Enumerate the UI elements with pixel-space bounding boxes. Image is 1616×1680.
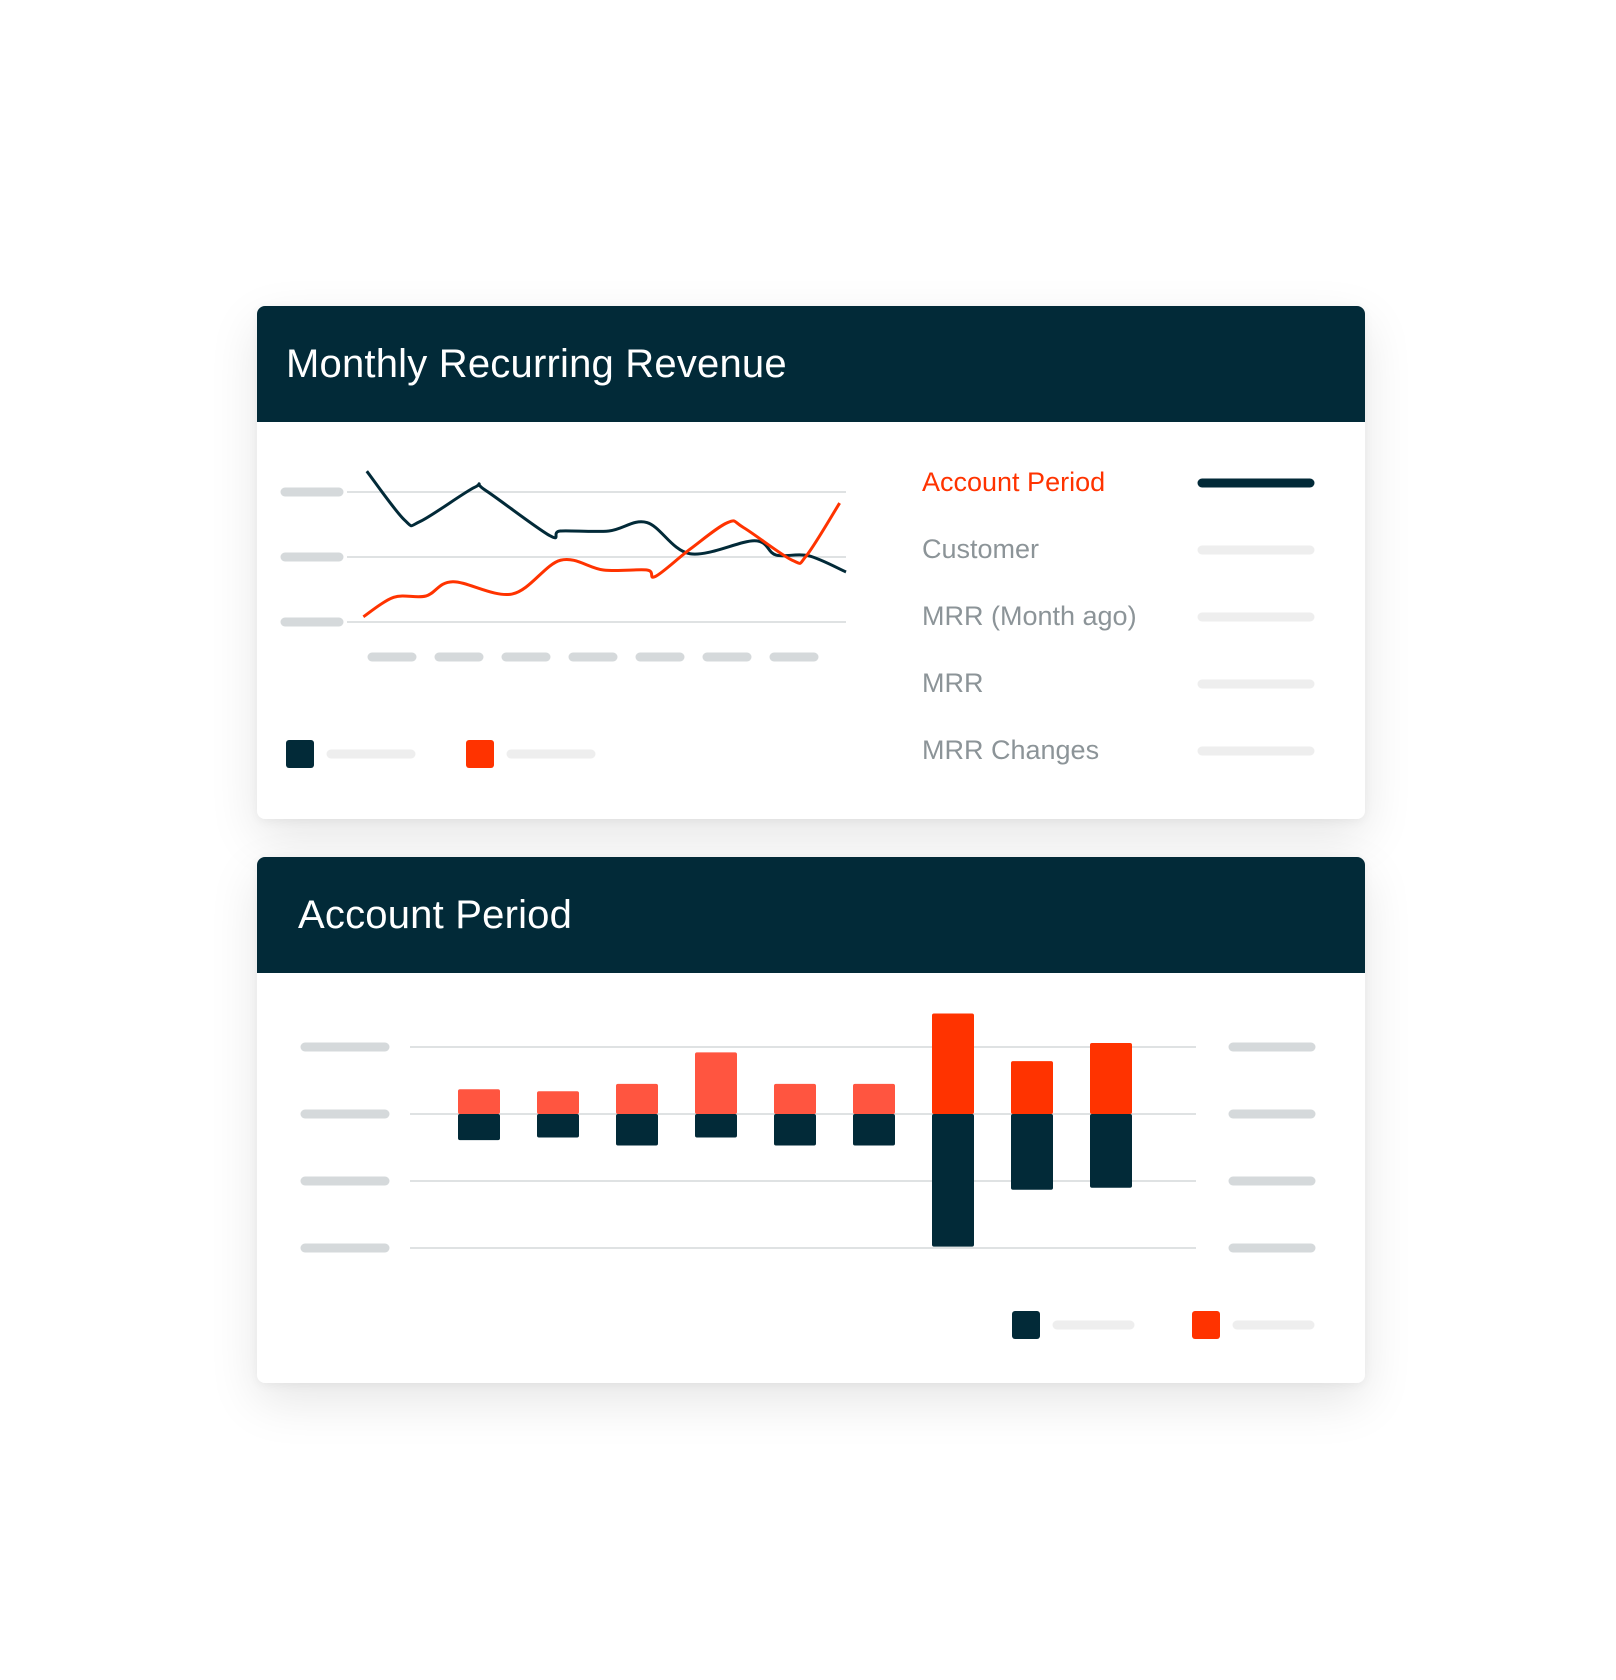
card-title: Monthly Recurring Revenue bbox=[286, 342, 787, 386]
card-header: Account Period bbox=[257, 857, 1365, 973]
bar-negative bbox=[616, 1114, 658, 1146]
bar-negative bbox=[1011, 1114, 1053, 1190]
bar-positive bbox=[1011, 1061, 1053, 1114]
card-header: Monthly Recurring Revenue bbox=[257, 306, 1365, 422]
series-line-0 bbox=[365, 470, 847, 574]
legend-swatch bbox=[1012, 1311, 1040, 1339]
bar-positive bbox=[616, 1083, 658, 1114]
legend-swatch bbox=[286, 740, 314, 768]
bar-negative bbox=[695, 1114, 737, 1138]
card-title: Account Period bbox=[298, 893, 573, 937]
legend-item-label[interactable]: Account Period bbox=[922, 467, 1106, 497]
line-chart bbox=[280, 470, 1315, 768]
bar-negative bbox=[853, 1114, 895, 1146]
account-period-card: Account Period bbox=[257, 857, 1365, 1383]
bar-negative bbox=[458, 1114, 500, 1141]
series-line-1 bbox=[362, 502, 841, 619]
mrr-card: Monthly Recurring Revenue Account Period… bbox=[257, 306, 1365, 819]
bar-positive bbox=[1090, 1042, 1132, 1114]
bar-positive bbox=[853, 1083, 895, 1114]
bar-positive bbox=[932, 1013, 974, 1114]
legend-item-label[interactable]: Customer bbox=[922, 534, 1040, 564]
bar-negative bbox=[932, 1114, 974, 1247]
legend-item-label[interactable]: MRR Changes bbox=[922, 735, 1100, 765]
legend-swatch bbox=[1192, 1311, 1220, 1339]
bar-positive bbox=[458, 1089, 500, 1114]
legend-swatch bbox=[466, 740, 494, 768]
bar-negative bbox=[537, 1114, 579, 1138]
bar-positive bbox=[695, 1052, 737, 1114]
bar-negative bbox=[1090, 1114, 1132, 1188]
bar-negative bbox=[774, 1114, 816, 1146]
legend-item-label[interactable]: MRR bbox=[922, 668, 984, 698]
bar-chart bbox=[300, 1013, 1316, 1339]
bar-positive bbox=[774, 1083, 816, 1114]
legend-item-label[interactable]: MRR (Month ago) bbox=[922, 601, 1137, 631]
bar-positive bbox=[537, 1091, 579, 1114]
